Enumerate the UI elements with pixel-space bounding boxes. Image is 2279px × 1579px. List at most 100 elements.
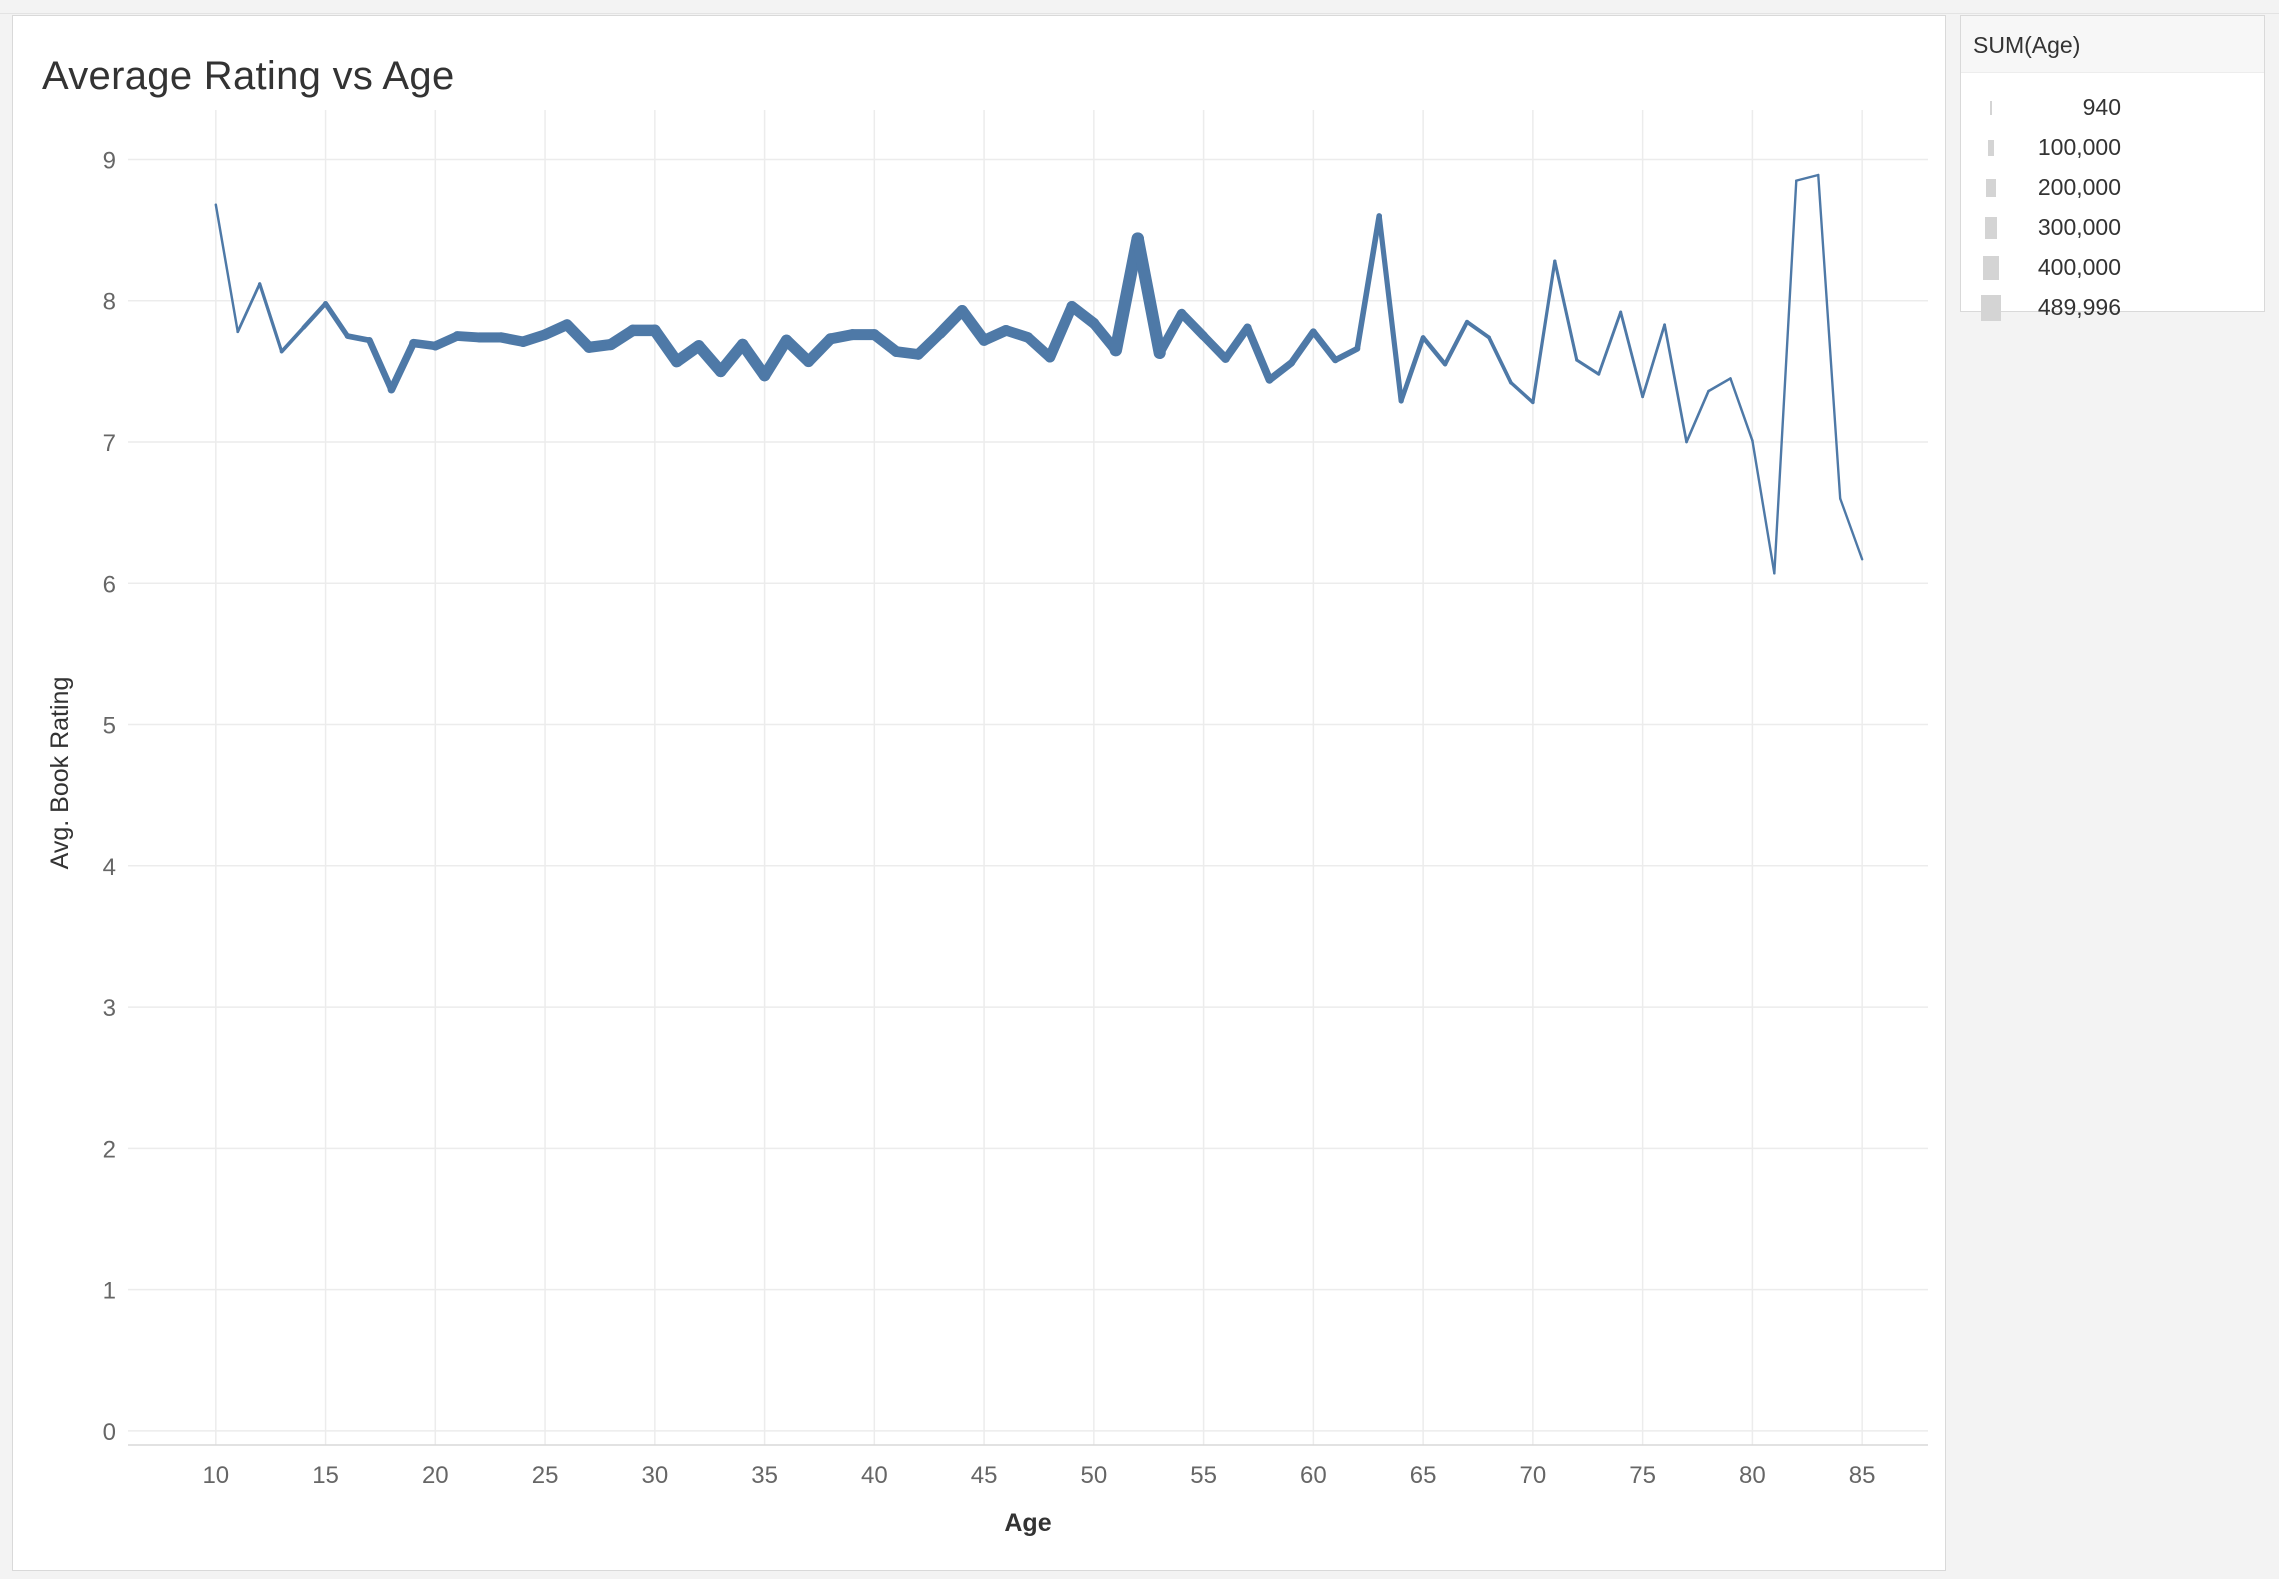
x-tick-label: 50	[1081, 1462, 1108, 1489]
line-segment[interactable]	[758, 334, 793, 382]
legend-label: 940	[2082, 94, 2121, 120]
legend-label: 100,000	[2037, 134, 2121, 160]
legend-item: 100,000	[1961, 128, 2261, 168]
x-axis-ticks: 10 15 20 25 30 35 40 45 50 55 60 65 70 75 80 85	[202, 1462, 1875, 1489]
line-segment[interactable]	[1332, 345, 1361, 364]
line-segment[interactable]	[1243, 323, 1274, 384]
line-segment[interactable]	[1685, 389, 1710, 444]
line-segment[interactable]	[1465, 319, 1491, 340]
line-segment[interactable]	[1597, 310, 1623, 376]
line-segment[interactable]	[1310, 328, 1339, 364]
line-segment[interactable]	[1707, 377, 1732, 393]
legend-size-swatch	[1986, 178, 1996, 198]
y-tick-label: 7	[103, 430, 116, 457]
line-chart[interactable]: 10 15 20 25 30 35 40 45 50 55 60 65 70 75 80 85 0123456…	[0, 0, 1940, 1579]
line-segment[interactable]	[1531, 259, 1557, 405]
line-segment[interactable]	[1509, 380, 1535, 405]
x-axis-label: Age	[1004, 1509, 1051, 1537]
line-segment[interactable]	[323, 300, 351, 339]
line-segment[interactable]	[1663, 323, 1688, 444]
y-tick-label: 3	[103, 995, 116, 1022]
line-segment[interactable]	[1751, 439, 1776, 575]
y-tick-label: 2	[103, 1136, 116, 1163]
line-segment[interactable]	[1044, 301, 1078, 363]
line-segment[interactable]	[1619, 310, 1645, 399]
line-segment[interactable]	[1199, 331, 1230, 363]
line-segment[interactable]	[1641, 323, 1666, 399]
y-tick-label: 1	[103, 1278, 116, 1305]
line-segment[interactable]	[1487, 335, 1513, 385]
line-segment[interactable]	[1376, 213, 1404, 404]
legend-item: 200,000	[1961, 168, 2261, 208]
y-axis-label: Avg. Book Rating	[46, 677, 74, 870]
line-segment[interactable]	[1354, 213, 1383, 352]
size-legend: SUM(Age) 940 100,000 200,000 300,000 400,000…	[1960, 15, 2265, 321]
y-tick-label: 4	[103, 854, 116, 881]
y-tick-label: 8	[103, 289, 116, 316]
line-segment[interactable]	[1398, 335, 1426, 404]
line-segment[interactable]	[1109, 232, 1144, 357]
grid-lines	[128, 110, 1928, 1446]
line-segment[interactable]	[1131, 232, 1166, 360]
legend-label: 200,000	[2037, 174, 2121, 200]
legend-size-swatch	[1988, 139, 1994, 157]
legend-size-swatch	[1990, 100, 1992, 115]
legend-size-swatch	[1981, 295, 2001, 321]
x-tick-label: 55	[1190, 1462, 1217, 1489]
legend-label: 300,000	[2037, 214, 2121, 240]
line-segment[interactable]	[344, 333, 373, 344]
line-segment[interactable]	[1839, 497, 1864, 561]
x-tick-label: 20	[422, 1462, 449, 1489]
legend-size-swatch	[1982, 256, 2000, 280]
x-tick-label: 30	[641, 1462, 668, 1489]
line-segment[interactable]	[1221, 323, 1252, 363]
x-tick-label: 80	[1739, 1462, 1766, 1489]
line-segment[interactable]	[1177, 308, 1209, 341]
line-segment[interactable]	[1442, 319, 1470, 367]
x-tick-label: 25	[532, 1462, 559, 1489]
line-segment[interactable]	[214, 203, 239, 334]
x-tick-label: 85	[1849, 1462, 1876, 1489]
line-segment[interactable]	[1817, 173, 1842, 500]
line-segment[interactable]	[387, 339, 418, 394]
legend-item: 300,000	[1961, 208, 2261, 248]
line-segment[interactable]	[1420, 335, 1448, 367]
line-segment[interactable]	[736, 338, 771, 382]
x-tick-label: 40	[861, 1462, 888, 1489]
line-segment[interactable]	[1795, 173, 1820, 182]
legend-label: 400,000	[2037, 254, 2121, 280]
x-tick-label: 35	[751, 1462, 778, 1489]
line-segment[interactable]	[366, 336, 395, 393]
legend-item: 940	[1961, 88, 2261, 128]
y-axis-ticks: 0 1 2 3 4 5 6 7 8 9	[103, 147, 116, 1445]
line-segment[interactable]	[1575, 358, 1601, 376]
legend-size-swatch	[1984, 217, 1998, 239]
legend-item: 489,996	[1961, 288, 2261, 328]
y-tick-label: 0	[103, 1419, 116, 1446]
line-segment[interactable]	[258, 282, 284, 354]
line-segment[interactable]	[1155, 308, 1187, 358]
y-tick-label: 9	[103, 147, 116, 174]
line-segment[interactable]	[301, 301, 328, 330]
line-segment[interactable]	[236, 282, 262, 334]
legend-header: SUM(Age)	[1961, 16, 2264, 73]
line-segment[interactable]	[1773, 179, 1798, 575]
line-segment[interactable]	[1729, 377, 1754, 442]
worksheet-panel: Average Rating vs Age	[12, 15, 1946, 1571]
x-tick-label: 65	[1410, 1462, 1437, 1489]
x-tick-label: 70	[1520, 1462, 1547, 1489]
line-segment[interactable]	[1287, 328, 1317, 367]
y-tick-label: 5	[103, 713, 116, 740]
x-tick-label: 10	[202, 1462, 229, 1489]
series-line[interactable]	[214, 173, 1864, 575]
x-tick-label: 60	[1300, 1462, 1327, 1489]
legend-title: SUM(Age)	[1973, 32, 2081, 58]
y-tick-label: 6	[103, 571, 116, 598]
chart-title: Average Rating vs Age	[42, 54, 455, 98]
top-toolbar-strip	[0, 0, 2279, 14]
line-segment[interactable]	[1265, 359, 1296, 384]
line-segment[interactable]	[956, 305, 990, 346]
line-segment[interactable]	[649, 324, 683, 368]
line-segment[interactable]	[1553, 259, 1579, 362]
line-segment[interactable]	[279, 325, 306, 354]
